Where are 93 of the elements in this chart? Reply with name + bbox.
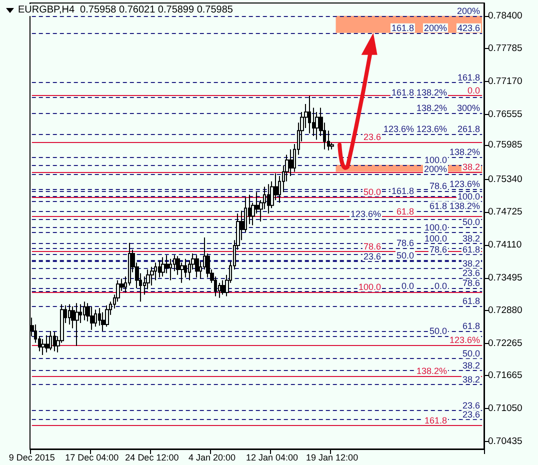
- x-tick-label: 12 Jan 04:00: [246, 452, 298, 462]
- annotation: 0.0: [434, 280, 447, 291]
- x-tick-label: 24 Dec 12:00: [125, 452, 179, 462]
- annotation: 161.8: [391, 186, 414, 196]
- annotation: 38.2: [462, 360, 480, 370]
- annotation: 38.2: [462, 162, 480, 172]
- annotation: 38.2: [462, 233, 480, 244]
- y-tick-label: 0.72265: [488, 338, 522, 350]
- y-tick-label: 0.75340: [488, 174, 522, 185]
- candlestick: [169, 258, 172, 281]
- annotation: 61.8: [396, 206, 414, 217]
- annotation: 23.6: [363, 132, 381, 142]
- annotation: 50.0: [462, 348, 480, 359]
- y-tick-label: 0.71665: [488, 370, 522, 382]
- annotation: 23.6: [462, 400, 480, 411]
- annotation: 100.0: [424, 154, 447, 165]
- candlestick: [315, 111, 319, 140]
- candlestick: [83, 301, 86, 321]
- annotation: 61.8: [462, 244, 480, 255]
- annotation: 61.8: [429, 200, 447, 211]
- annotation: 78.6: [429, 244, 447, 255]
- annotation: 38.2: [462, 258, 480, 268]
- annotation: 200%: [456, 6, 480, 16]
- annotation: 138.2%: [416, 88, 447, 98]
- annotation: 161.8: [457, 72, 480, 83]
- annotation: 61.8: [462, 320, 480, 331]
- annotation: 100.0: [457, 192, 480, 202]
- annotation: 50.0: [363, 186, 381, 197]
- chart-title: EURGBP,H4 0.75958 0.76021 0.75899 0.75985: [18, 4, 234, 16]
- annotation: 23.6: [462, 410, 480, 420]
- candlestick: [90, 306, 94, 330]
- annotation: 0.0: [467, 85, 480, 96]
- x-tick-label: 19 Jan 12:00: [306, 452, 358, 462]
- candlestick: [68, 304, 71, 326]
- annotation: 38.2: [462, 374, 480, 384]
- y-tick-label: 0.76555: [488, 108, 522, 120]
- annotation: 50.0: [396, 250, 414, 260]
- candlestick: [267, 184, 270, 214]
- y-tick-label: 0.70435: [488, 436, 522, 447]
- annotation: 61.8: [462, 296, 480, 306]
- candlestick: [158, 260, 161, 278]
- annotation: 423.6: [457, 22, 480, 33]
- candlestick: [195, 254, 199, 278]
- annotation: 138.2%: [449, 146, 480, 157]
- annotation: 300%: [456, 103, 480, 114]
- annotation: 78.6: [429, 181, 447, 192]
- annotation: 50.0: [429, 326, 447, 336]
- candlestick: [49, 330, 52, 351]
- annotation: 123.6%: [416, 124, 447, 134]
- annotation: 50.0: [462, 216, 480, 227]
- y-tick-label: 0.77785: [488, 43, 522, 54]
- y-tick-label: 0.72880: [488, 305, 522, 316]
- candlestick: [53, 332, 56, 352]
- candlestick: [161, 256, 165, 277]
- annotation: 0.0: [401, 280, 414, 291]
- y-tick-label: 0.75985: [488, 139, 522, 150]
- candlestick: [45, 334, 49, 353]
- annotation: 78.6: [363, 241, 381, 252]
- x-tick-label: 17 Dec 04:00: [65, 452, 119, 462]
- annotation: 138.2%: [449, 200, 480, 211]
- annotation: 161.8: [391, 22, 414, 33]
- annotation: 78.6: [462, 278, 480, 288]
- annotation: 123.6%: [449, 178, 480, 189]
- annotation: 100.0: [424, 233, 447, 244]
- annotation: 261.8: [457, 124, 480, 134]
- annotation: 23.6: [462, 268, 480, 278]
- x-tick-label: 9 Dec 2015: [8, 452, 55, 462]
- annotation: 78.6: [396, 238, 414, 248]
- y-tick-label: 0.77170: [488, 76, 522, 88]
- annotation: 161.8: [424, 416, 447, 426]
- y-tick-label: 0.73495: [488, 272, 522, 284]
- annotation: 200%: [424, 164, 447, 174]
- annotation: 200%: [424, 22, 447, 33]
- annotation: 100.0: [424, 222, 447, 233]
- annotation: 161.8: [391, 88, 414, 98]
- candlestick: [150, 266, 154, 286]
- x-tick-label: 4 Jan 20:00: [188, 452, 236, 462]
- annotation: 123.6%: [350, 208, 381, 219]
- y-tick-label: 0.71050: [488, 402, 522, 414]
- annotation: 100.0: [358, 282, 381, 292]
- annotation: 138.2%: [416, 103, 447, 114]
- annotation: 138.2%: [416, 366, 447, 376]
- candlestick: [308, 95, 311, 134]
- candlestick: [94, 309, 97, 328]
- candlestick: [105, 304, 109, 328]
- y-tick-label: 0.74110: [488, 239, 522, 250]
- annotation: 23.6: [363, 252, 381, 262]
- y-tick-label: 0.74725: [488, 206, 522, 218]
- candlestick: [41, 338, 45, 356]
- candlestick: [75, 302, 79, 346]
- annotation: 123.6%: [383, 124, 414, 134]
- y-tick-label: 0.78400: [488, 10, 522, 22]
- annotation: 123.6%: [449, 334, 480, 345]
